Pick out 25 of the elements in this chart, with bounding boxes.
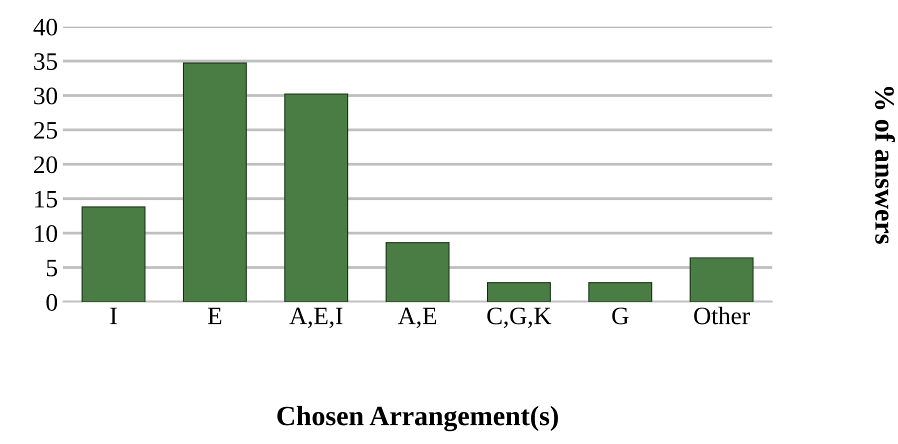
x-tick-label: G [612, 308, 629, 324]
bar [284, 94, 348, 302]
y-tick-label: 10 [35, 225, 58, 242]
bar [486, 282, 551, 302]
bar [588, 282, 652, 302]
y-tick-label: 20 [34, 156, 58, 174]
bar [386, 242, 450, 302]
x-tick-label: I [110, 308, 117, 324]
y-tick-label: 40 [33, 18, 58, 36]
x-tick-label: A,E,I [289, 308, 342, 328]
y-tick-label: 30 [34, 88, 58, 104]
bar [82, 206, 146, 302]
y-axis-title: % of answers [875, 86, 895, 244]
x-tick-label: A,E [398, 308, 436, 328]
y-tick-label: 5 [46, 260, 58, 276]
y-tick-label: 25 [34, 122, 58, 139]
x-tick-label: C,G,K [487, 308, 552, 328]
y-tick-label: 0 [46, 294, 58, 311]
x-tick-label: Other [694, 306, 750, 324]
x-tick-label: E [208, 308, 222, 324]
bar [182, 62, 247, 302]
x-axis-title: Chosen Arrangement(s) [277, 406, 558, 432]
bar [690, 257, 754, 302]
y-tick-label: 35 [34, 53, 58, 70]
y-tick-label: 15 [35, 190, 58, 208]
